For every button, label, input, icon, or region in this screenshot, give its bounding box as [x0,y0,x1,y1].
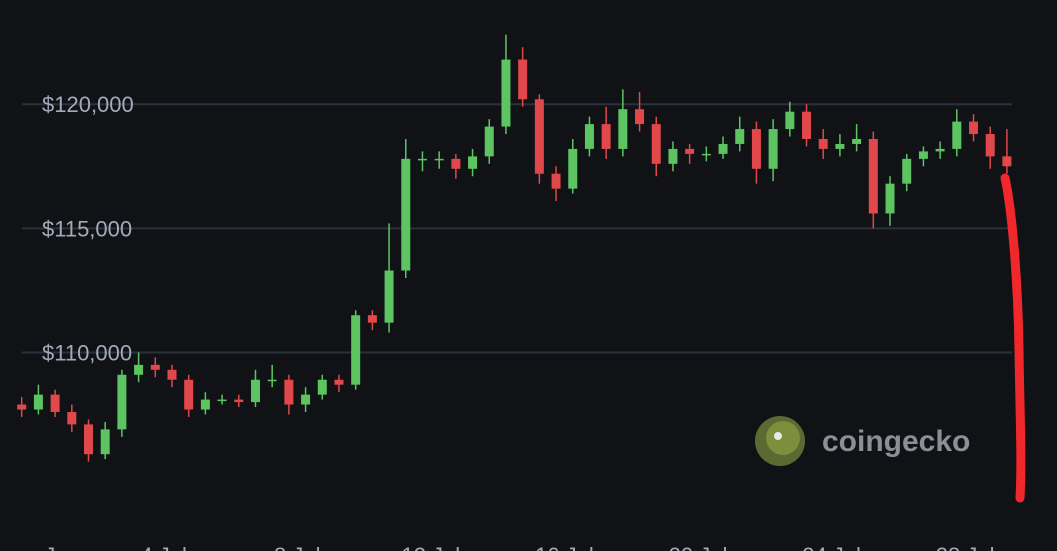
candle-body [701,153,711,156]
y-tick-label: $110,000 [42,340,132,365]
x-tick-label: 4 Jul [140,543,186,551]
candle-body [184,379,194,410]
candle-body [367,315,377,323]
candle-body [100,429,110,455]
candle-body [935,148,945,152]
candle-body [134,364,144,375]
candle-body [618,109,628,149]
candle-body [417,158,427,161]
candle-body [317,379,327,395]
candle-body [551,173,561,189]
watermark-logo [755,416,805,466]
candle-body [568,148,578,189]
candle-body [534,99,544,174]
x-tick-label: 20 Jul [669,543,728,551]
candle-body [802,111,812,139]
candle-body [150,364,160,370]
candle-body [1002,156,1012,167]
candle-body [785,111,795,130]
candle-body [768,129,778,169]
candle-body [668,148,678,164]
candle-body [852,138,862,144]
candle-body [501,59,511,127]
candle-body [167,369,177,380]
candle-body [50,394,60,413]
candle-body [601,124,611,149]
candle-body [985,134,995,157]
candle-body [217,399,227,402]
candle-body [401,158,411,271]
candle-body [518,59,528,100]
candle-body [651,124,661,164]
candle-body [952,121,962,149]
x-tick-label: 16 Jul [535,543,594,551]
candle-body [434,158,444,161]
candle-body [835,143,845,149]
candle-body [685,148,695,154]
candle-body [751,129,761,169]
watermark: coingecko [822,425,970,458]
candle-body [918,151,928,159]
candle-body [117,374,127,430]
candle-body [200,399,210,410]
candle-body [818,138,828,149]
candle-body [301,394,311,405]
candle-body [351,315,361,385]
candle-body [250,379,260,403]
candle-body [67,412,77,425]
candle-body [885,183,895,214]
candle-body [334,379,344,385]
candle-body [584,124,594,149]
candle-body [969,121,979,135]
annotation-stroke [1000,173,1026,503]
candle-body [267,379,277,382]
y-tick-label: $115,000 [42,216,132,241]
y-tick-label: $120,000 [42,92,134,117]
candle-body [484,126,494,157]
candle-body [635,109,645,125]
candle-body [84,424,94,455]
candle-body [234,399,244,403]
candle-body [868,138,878,214]
x-tick-label: 28 Jul [936,543,995,551]
x-tick-label: 8 Jul [274,543,320,551]
candle-body [17,404,27,410]
candle-body [735,129,745,144]
x-tick-label: Jun [44,543,79,551]
x-tick-label: 12 Jul [401,543,460,551]
candle-body [902,158,912,184]
x-tick-label: 24 Jul [802,543,861,551]
candle-body [33,394,43,410]
candle-body [451,158,461,169]
candle-body [718,143,728,154]
candle-body [284,379,294,405]
candle-body [468,156,478,169]
candle-body [384,270,394,323]
